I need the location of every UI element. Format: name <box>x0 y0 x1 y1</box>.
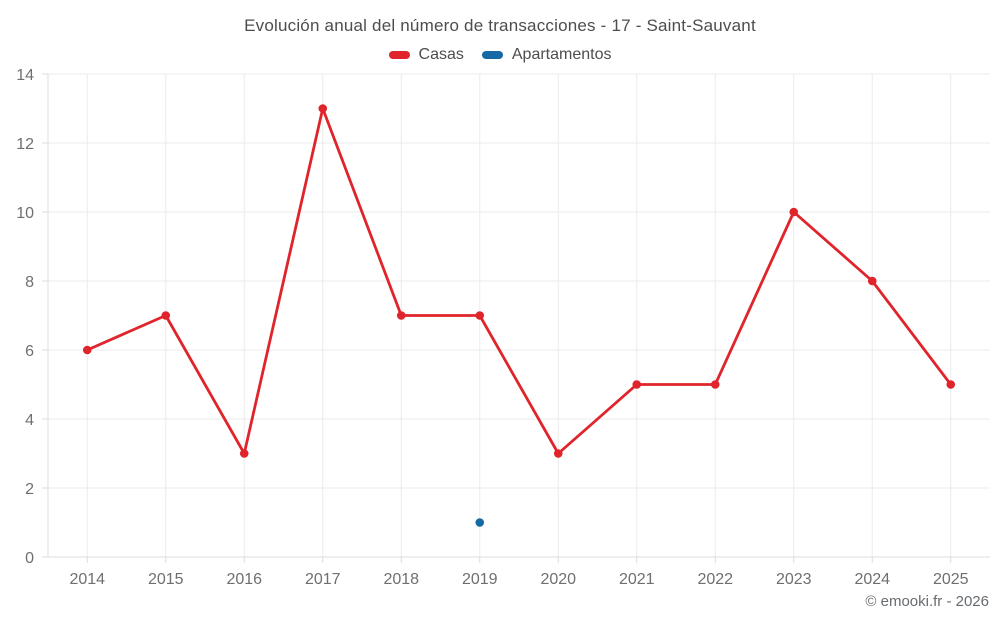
x-tick-label: 2016 <box>226 571 262 588</box>
y-tick-label: 10 <box>16 205 34 222</box>
x-tick-label: 2022 <box>697 571 733 588</box>
x-tick-label: 2019 <box>462 571 498 588</box>
data-point-casas-2015[interactable] <box>161 311 171 320</box>
data-point-casas-2014[interactable] <box>82 345 92 355</box>
y-tick-label: 12 <box>16 136 34 153</box>
chart-legend: Casas Apartamentos <box>0 46 1000 64</box>
y-tick-label: 4 <box>25 412 34 429</box>
data-point-apartamentos-2019[interactable] <box>475 518 485 527</box>
data-point-casas-2018[interactable] <box>396 311 406 320</box>
legend-swatch-apartamentos <box>481 51 503 59</box>
data-point-casas-2025[interactable] <box>946 380 956 389</box>
x-tick-label: 2023 <box>776 571 812 588</box>
data-point-casas-2024[interactable] <box>867 276 877 286</box>
series-line-casas <box>85 107 953 455</box>
data-point-casas-2016[interactable] <box>239 449 249 458</box>
data-point-casas-2023[interactable] <box>789 207 799 217</box>
copyright-credit: © emooki.fr - 2026 <box>865 593 989 610</box>
data-point-casas-2021[interactable] <box>632 380 642 389</box>
x-tick-label: 2025 <box>933 571 969 588</box>
data-point-casas-2022[interactable] <box>710 380 720 389</box>
x-tick-label: 2018 <box>383 571 419 588</box>
legend-item-casas[interactable]: Casas <box>388 46 464 64</box>
chart-title: Evolución anual del número de transaccio… <box>244 16 756 35</box>
x-tick-label: 2014 <box>69 571 105 588</box>
x-tick-label: 2017 <box>305 571 341 588</box>
y-tick-label: 2 <box>25 481 34 498</box>
x-tick-label: 2015 <box>148 571 184 588</box>
x-tick-label: 2021 <box>619 571 655 588</box>
legend-label-apartamentos: Apartamentos <box>511 46 612 63</box>
legend-swatch-casas <box>388 51 410 59</box>
legend-item-apartamentos[interactable]: Apartamentos <box>481 46 612 64</box>
legend-label-casas: Casas <box>418 46 464 63</box>
y-tick-label: 0 <box>25 550 34 567</box>
x-tick-label: 2024 <box>854 571 890 588</box>
y-tick-label: 6 <box>25 343 34 360</box>
data-point-casas-2017[interactable] <box>318 104 328 113</box>
data-point-casas-2019[interactable] <box>475 311 485 320</box>
y-tick-label: 8 <box>25 274 34 291</box>
data-point-casas-2020[interactable] <box>553 449 563 458</box>
y-tick-label: 14 <box>16 67 34 84</box>
x-tick-label: 2020 <box>540 571 576 588</box>
